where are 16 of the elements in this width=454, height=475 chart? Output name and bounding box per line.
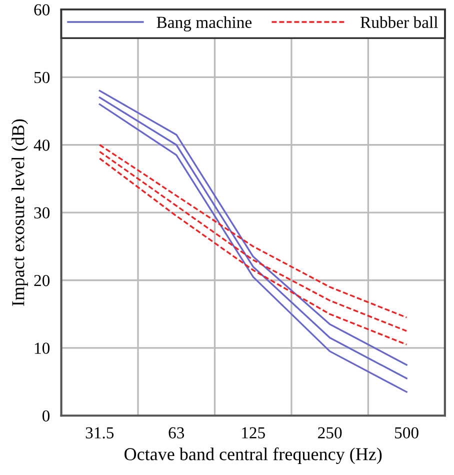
x-tick-label: 63: [168, 427, 184, 438]
legend-label: Bang machine: [156, 16, 252, 32]
y-tick-label: 20: [34, 274, 50, 286]
y-tick-label: 40: [34, 140, 50, 151]
x-tick-label: 125: [242, 427, 265, 438]
y-tick-label: 30: [34, 207, 50, 219]
y-tick-label: 60: [34, 4, 50, 16]
y-axis-title: Impact exosure level (dB): [12, 119, 28, 306]
legend-label: Rubber ball: [360, 16, 438, 28]
y-tick-label: 50: [34, 72, 50, 84]
x-tick-label: 500: [395, 427, 418, 438]
x-tick-label: 31.5: [86, 427, 114, 439]
y-tick-label: 10: [34, 342, 50, 354]
y-tick-label: 0: [42, 410, 50, 422]
x-axis-title: Octave band central frequency (Hz): [124, 447, 382, 464]
x-tick-label: 250: [318, 427, 342, 438]
